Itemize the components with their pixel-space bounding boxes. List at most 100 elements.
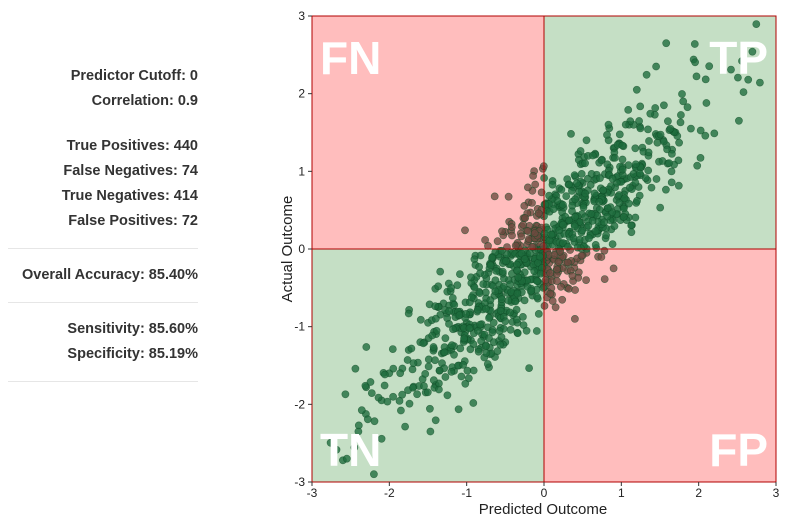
data-point [496, 340, 505, 349]
data-point [678, 90, 686, 98]
data-point [419, 339, 428, 348]
data-point [473, 305, 482, 314]
data-point [498, 227, 506, 236]
data-point [416, 315, 425, 324]
data-point [483, 360, 492, 368]
data-point [413, 390, 421, 399]
data-point [522, 326, 531, 335]
data-point [701, 131, 710, 140]
data-point [696, 126, 705, 135]
data-point [409, 383, 417, 392]
data-point [702, 99, 711, 107]
data-point [547, 230, 556, 239]
false-positives-stat: False Positives: 72 [68, 213, 198, 229]
data-point [571, 314, 579, 323]
data-point [663, 145, 671, 154]
data-point [625, 199, 633, 208]
data-point [635, 117, 643, 125]
data-point [431, 356, 439, 365]
data-point [401, 422, 409, 431]
data-point [618, 155, 627, 164]
data-point [435, 366, 444, 375]
data-point [447, 367, 456, 376]
predictor-cutoff-stat: Predictor Cutoff: 0 [70, 68, 198, 84]
data-point [652, 175, 661, 183]
data-point [618, 141, 627, 150]
data-point [481, 304, 490, 313]
data-point [539, 283, 548, 292]
data-point [705, 62, 714, 71]
data-point [595, 197, 604, 206]
true-negatives-stat: True Negatives: 414 [61, 188, 198, 204]
data-point [568, 186, 576, 195]
data-point [456, 344, 465, 353]
sensitivity-stat: Sensitivity: 85.60% [67, 321, 198, 337]
data-point [635, 169, 644, 178]
data-point [664, 117, 672, 126]
data-point [461, 379, 470, 388]
sensitivity-specificity-group: Sensitivity: 85.60% Specificity: 85.19% [8, 303, 198, 382]
data-point [550, 251, 559, 259]
data-point [476, 251, 485, 260]
data-point [619, 212, 628, 221]
data-point [532, 327, 541, 335]
data-point [667, 178, 676, 187]
data-point [701, 75, 710, 84]
data-point [608, 174, 617, 183]
data-point [667, 167, 676, 176]
data-point [674, 181, 683, 190]
data-point [558, 295, 567, 304]
data-point [642, 70, 651, 79]
data-point [687, 124, 695, 133]
accuracy-group: Overall Accuracy: 85.40% [8, 249, 198, 303]
data-point [557, 282, 565, 291]
false-negatives-stat: False Negatives: 74 [63, 163, 198, 179]
data-point [526, 249, 534, 258]
data-point [588, 151, 597, 160]
data-point [571, 286, 579, 294]
data-point [633, 196, 641, 205]
data-point [431, 302, 440, 311]
statistics-panel: Predictor Cutoff: 0 Correlation: 0.9 Tru… [8, 64, 198, 382]
x-tick-label: -3 [307, 486, 318, 500]
data-point [585, 234, 593, 242]
data-point [578, 226, 587, 235]
data-point [396, 369, 405, 378]
overall-accuracy-stat: Overall Accuracy: 85.40% [22, 267, 198, 283]
data-point [652, 62, 660, 71]
data-point [597, 156, 606, 165]
data-point [362, 343, 371, 351]
data-point [533, 292, 541, 301]
data-point [426, 427, 435, 436]
data-point [537, 188, 546, 197]
x-tick-label: 1 [618, 486, 625, 500]
data-point [587, 169, 596, 178]
data-point [405, 399, 414, 408]
data-point [357, 406, 366, 415]
data-point [457, 372, 466, 381]
data-point [541, 200, 550, 209]
data-point [579, 203, 588, 212]
data-point [388, 345, 397, 353]
data-point [636, 124, 645, 133]
confusion-counts-group: True Positives: 440 False Negatives: 74 … [8, 134, 198, 249]
data-point [631, 144, 640, 153]
y-tick-label: 1 [298, 164, 305, 178]
quadrant-label-tn: TN [320, 424, 381, 476]
data-point [445, 319, 453, 328]
data-point [577, 169, 586, 178]
data-point [530, 229, 539, 238]
data-point [624, 161, 633, 169]
data-point [631, 213, 640, 222]
data-point [587, 210, 596, 218]
data-point [576, 147, 585, 155]
data-point [506, 325, 515, 334]
data-point [488, 328, 497, 337]
data-point [641, 174, 650, 182]
quadrant-label-tp: TP [709, 32, 768, 84]
data-point [696, 153, 705, 162]
data-point [529, 171, 537, 180]
data-point [646, 109, 655, 118]
data-point [656, 203, 665, 212]
data-point [523, 227, 532, 235]
